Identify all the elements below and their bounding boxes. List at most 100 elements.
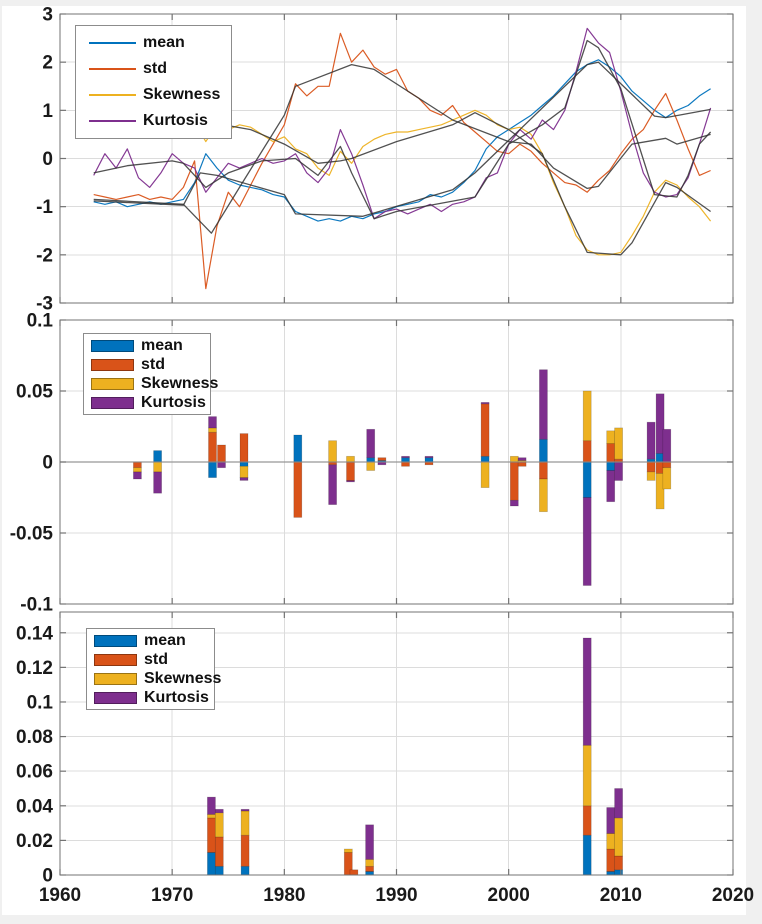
legend-item-mean: mean: [94, 631, 214, 649]
Skewness-bar-segment: [582, 744, 592, 807]
std-bar-segment: [349, 869, 359, 875]
std-bar-segment: [582, 805, 592, 836]
y-tick-label: -3: [36, 294, 53, 315]
Skewness-bar-segment: [655, 473, 665, 510]
y-tick-label: 0.1: [27, 311, 54, 332]
mean-bar-segment: [480, 455, 490, 463]
legend-label-skewness: Skewness: [143, 86, 221, 103]
y-tick-label: 0.08: [16, 727, 53, 748]
std-line: [93, 32, 711, 290]
legend-item-skewness: Skewness: [94, 670, 221, 687]
y-tick-label: 0: [42, 453, 53, 474]
Skewness-bar-segment: [582, 390, 592, 442]
legend-item-std: std: [89, 61, 231, 77]
legend-label-mean: mean: [144, 631, 186, 649]
Kurtosis-bar-segment: [133, 471, 142, 480]
legend-top-panel: mean std Skewness Kurtosis: [75, 25, 232, 139]
mean-bar-segment: [293, 434, 303, 463]
y-tick-label: 0.1: [27, 692, 54, 713]
y-tick-label: 0.14: [16, 623, 53, 644]
std-bar-segment: [214, 836, 224, 867]
Skewness-bar-segment: [133, 467, 142, 473]
mean-bar-segment: [606, 461, 616, 471]
Skewness-bar-segment: [509, 455, 519, 463]
Kurtosis-bar-segment: [539, 369, 548, 440]
mean-bar-segment: [582, 834, 592, 875]
Skewness-bar-segment: [606, 833, 616, 850]
Kurtosis-bar-segment: [614, 461, 623, 481]
y-tick-label: 0.06: [16, 762, 53, 783]
Skewness-bar-segment: [480, 461, 490, 488]
std-bar-segment: [240, 834, 250, 867]
Kurtosis-bar-segment: [401, 455, 410, 459]
mean-bar-segment: [539, 438, 548, 463]
Kurtosis-bar-segment: [517, 457, 527, 461]
mean-bar-segment: [208, 461, 217, 478]
legend-item-kurtosis: Kurtosis: [89, 113, 231, 129]
Kurtosis-bar-segment: [582, 637, 592, 746]
Skewness-bar-segment: [346, 455, 355, 463]
Skewness-bar-segment: [606, 430, 616, 444]
x-tick-label: 1970: [151, 885, 193, 906]
Kurtosis-bar-segment: [328, 464, 337, 505]
mean-trend-line: [93, 61, 711, 217]
std-line-swatch: [89, 68, 136, 70]
Skewness-bar-segment: [153, 461, 162, 473]
Kurtosis-bar-segment: [153, 471, 162, 494]
Kurtosis-bar-segment: [662, 428, 672, 463]
y-tick-label: 1: [42, 101, 53, 122]
mean-bar-segment: [153, 450, 162, 463]
mean-bar-segment: [401, 457, 410, 463]
std-bar-segment: [582, 440, 592, 463]
legend-item-mean: mean: [89, 35, 231, 51]
Kurtosis-bar-segment: [614, 788, 623, 819]
std-patch-swatch: [94, 653, 137, 666]
legend-label-kurtosis: Kurtosis: [141, 393, 206, 411]
std-bar-segment: [239, 433, 249, 463]
mean-bar-segment: [239, 461, 249, 467]
std-bar-segment: [509, 461, 519, 501]
Kurtosis-bar-segment: [366, 428, 376, 459]
Skewness-bar-segment: [208, 427, 217, 433]
legend-item-std: std: [94, 650, 214, 668]
std-bar-segment: [401, 461, 410, 467]
mean-bar-segment: [582, 461, 592, 498]
Kurtosis-bar-segment: [646, 421, 656, 460]
Kurtosis-bar-segment: [208, 416, 217, 429]
mean-bar-segment: [207, 852, 216, 875]
Kurtosis-bar-segment: [606, 807, 616, 834]
legend-label-kurtosis: Kurtosis: [143, 112, 208, 129]
y-tick-label: 0.04: [16, 796, 53, 817]
legend-item-std: std: [91, 356, 210, 373]
mean-bar-segment: [214, 865, 224, 875]
legend-item-skewness: Skewness: [89, 87, 231, 103]
Kurtosis-bar-segment: [582, 497, 592, 586]
x-tick-label: 2020: [712, 885, 754, 906]
mean-bar-segment: [424, 457, 434, 463]
legend-label-std: std: [144, 650, 168, 668]
Skewness-bar-segment: [539, 478, 548, 513]
legend-item-kurtosis: Kurtosis: [91, 393, 210, 411]
y-tick-label: -2: [36, 245, 53, 266]
legend-item-mean: mean: [91, 337, 210, 354]
y-tick-label: 3: [42, 5, 53, 26]
Kurtosis-bar-segment: [217, 461, 226, 469]
Kurtosis-line: [93, 27, 712, 220]
std-bar-segment: [346, 461, 355, 481]
skewness-patch-swatch: [94, 672, 137, 685]
y-tick-label: 0.02: [16, 831, 53, 852]
Kurtosis-bar-segment: [424, 455, 434, 459]
y-tick-label: 0: [42, 866, 53, 887]
Kurtosis-bar-segment: [509, 499, 519, 507]
std-bar-segment: [133, 461, 142, 469]
legend-item-kurtosis: Kurtosis: [94, 689, 214, 706]
std-bar-segment: [293, 461, 303, 518]
legend-bottom-panel: mean std Skewness Kurtosis: [86, 628, 221, 710]
x-tick-label: 1990: [375, 885, 417, 906]
y-tick-label: 2: [42, 53, 53, 74]
Kurtosis-bar-segment: [655, 393, 665, 454]
Kurtosis-bar-segment: [346, 480, 355, 483]
std-bar-segment: [606, 443, 616, 463]
